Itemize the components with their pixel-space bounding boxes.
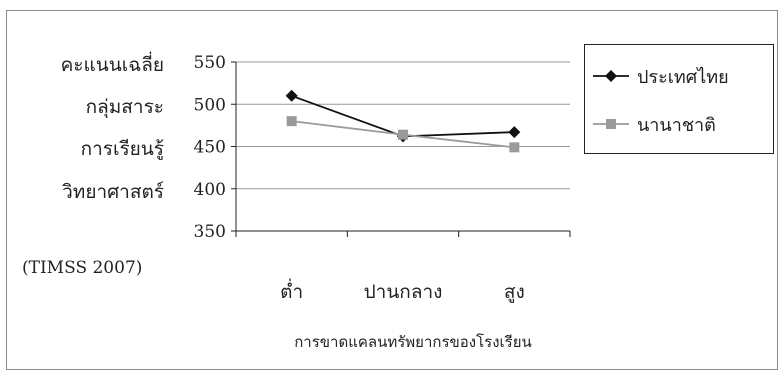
legend-item-1: นานาชาติ (593, 111, 716, 137)
series-1-point-0 (286, 116, 297, 127)
y-axis-label-line-4: วิทยาศาสตร์ (62, 181, 164, 203)
legend: ประเทศไทยนานาชาติ (584, 44, 774, 154)
legend-label-1: นานาชาติ (637, 114, 716, 136)
legend-swatch-0 (593, 70, 629, 82)
legend-item-0: ประเทศไทย (593, 63, 729, 89)
series-0-point-2 (508, 126, 521, 139)
source-note: (TIMSS 2007) (22, 258, 143, 278)
y-tick-label-500: 500 (194, 95, 226, 115)
legend-label-0: ประเทศไทย (637, 66, 729, 88)
x-tick-label-2: สูง (504, 281, 525, 303)
y-tick-label-550: 550 (194, 53, 226, 73)
x-axis-label: การขาดแคลนทรัพยากรของโรงเรียน (294, 333, 532, 351)
y-tick-label-450: 450 (194, 138, 226, 158)
legend-swatch-1 (593, 119, 629, 129)
legend-marker-1 (606, 119, 616, 129)
series-1-point-1 (398, 129, 408, 140)
series-1-point-2 (509, 142, 520, 153)
y-tick-label-400: 400 (194, 180, 226, 200)
x-tick-label-1: ปานกลาง (364, 281, 443, 303)
x-tick-label-0: ต่ำ (280, 278, 303, 303)
legend-marker-0 (605, 70, 617, 82)
y-axis-label-line-3: การเรียนรู้ (80, 138, 164, 160)
y-tick-label-350: 350 (194, 222, 226, 242)
y-axis-label-line-1: คะแนนเฉลี่ย (60, 54, 164, 76)
y-axis-label-line-2: กลุ่มสาระ (85, 96, 164, 118)
series-0-point-0 (285, 89, 298, 102)
